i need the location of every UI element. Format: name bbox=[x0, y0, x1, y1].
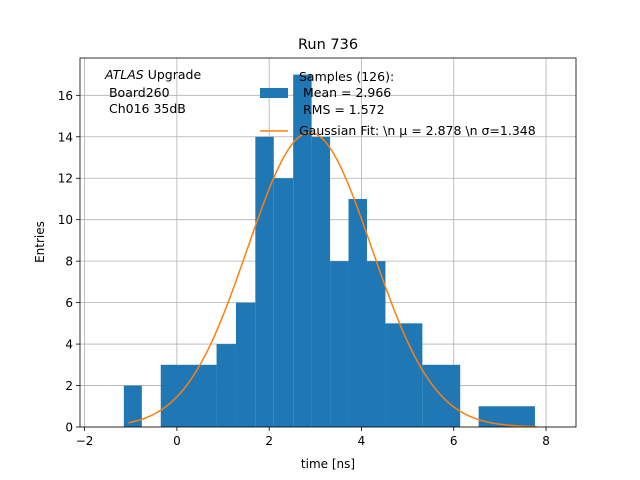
histogram-bar bbox=[235, 302, 256, 427]
legend-histogram-rms: RMS = 1.572 bbox=[299, 102, 385, 117]
x-tick-label: 4 bbox=[358, 434, 366, 448]
histogram-bar bbox=[123, 385, 142, 427]
x-axis-ticks: −2 0 2 4 6 8 bbox=[76, 427, 550, 448]
x-tick-label: 0 bbox=[173, 434, 181, 448]
annotation-upgrade-word: Upgrade bbox=[144, 67, 202, 82]
y-tick-label: 14 bbox=[58, 130, 73, 144]
histogram-bar bbox=[366, 261, 386, 427]
y-axis-label: Entries bbox=[33, 221, 47, 263]
y-tick-label: 6 bbox=[65, 296, 73, 310]
histogram-bar bbox=[330, 261, 349, 427]
y-tick-label: 12 bbox=[58, 172, 73, 186]
histogram-bar bbox=[160, 364, 217, 427]
y-tick-label: 8 bbox=[65, 255, 73, 269]
y-tick-label: 4 bbox=[65, 338, 73, 352]
x-axis-label: time [ns] bbox=[301, 457, 355, 471]
y-tick-label: 10 bbox=[58, 213, 73, 227]
histogram-bars bbox=[123, 74, 535, 428]
annotation-line-3: Ch016 35dB bbox=[105, 101, 186, 116]
x-tick-label: −2 bbox=[76, 434, 94, 448]
legend-histogram-swatch bbox=[260, 88, 288, 98]
histogram-bar bbox=[348, 198, 367, 427]
gaussian-fit-curve bbox=[128, 131, 537, 428]
histogram-bar bbox=[273, 178, 294, 427]
histogram-bar bbox=[385, 323, 423, 427]
histogram-bar bbox=[216, 344, 236, 427]
plot-frame bbox=[79, 57, 577, 428]
legend-fit-label: Gaussian Fit: \n μ = 2.878 \n σ=1.348 bbox=[299, 123, 536, 138]
histogram-bar bbox=[311, 136, 331, 428]
histogram-bar bbox=[293, 74, 312, 428]
legend-histogram-label: Samples (126): bbox=[299, 69, 394, 84]
histogram-bar bbox=[478, 406, 535, 427]
annotation-box: ATLAS Upgrade Board260 Ch016 35dB bbox=[104, 67, 201, 116]
chart-title: Run 736 bbox=[298, 37, 358, 53]
annotation-atlas-word: ATLAS bbox=[104, 67, 144, 82]
annotation-line-1: ATLAS Upgrade bbox=[104, 67, 201, 82]
y-tick-label: 0 bbox=[65, 421, 73, 435]
annotation-line-2: Board260 bbox=[105, 85, 170, 100]
legend-histogram-mean: Mean = 2.966 bbox=[299, 85, 391, 100]
x-tick-label: 8 bbox=[542, 434, 550, 448]
histogram-bar bbox=[255, 136, 274, 428]
y-tick-label: 2 bbox=[65, 379, 73, 393]
y-tick-label: 16 bbox=[58, 89, 73, 103]
x-tick-label: 6 bbox=[450, 434, 458, 448]
legend: Samples (126): Mean = 2.966 RMS = 1.572 … bbox=[260, 69, 536, 138]
y-axis-ticks: 0 2 4 6 8 10 12 14 16 bbox=[58, 89, 80, 435]
x-tick-label: 2 bbox=[265, 434, 273, 448]
